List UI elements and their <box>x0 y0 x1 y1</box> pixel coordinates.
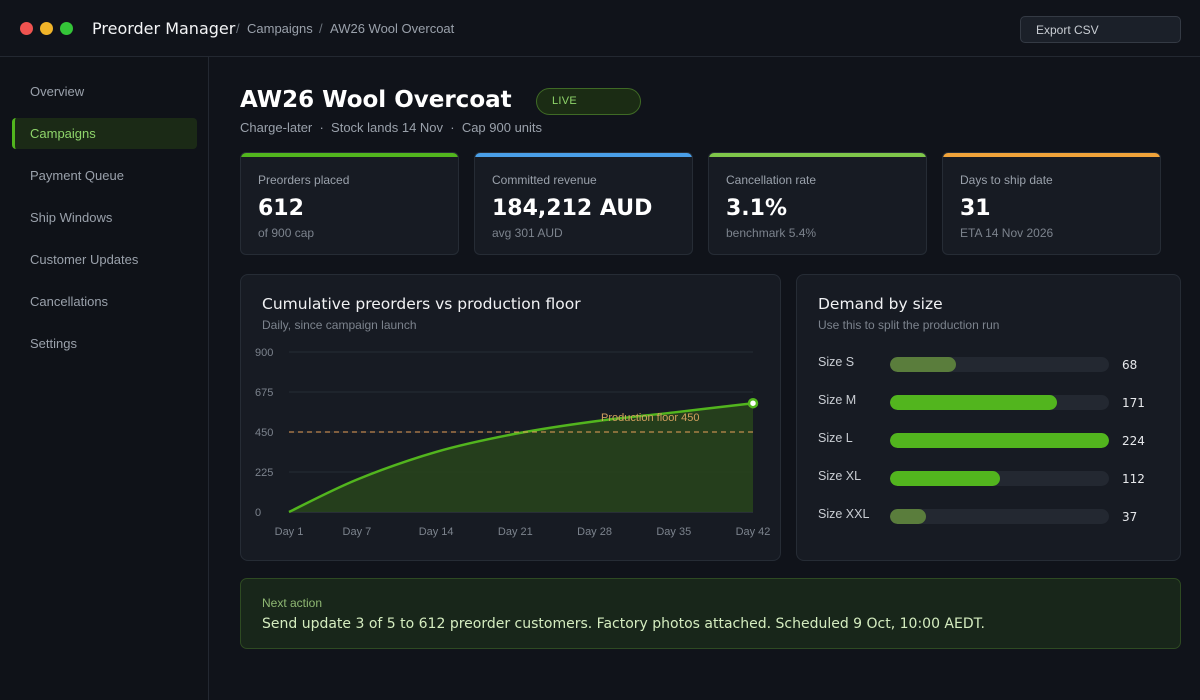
maximize-window-icon[interactable] <box>60 22 73 35</box>
size-bar-track <box>890 395 1109 410</box>
size-demand-panel: Demand by size Use this to split the pro… <box>796 274 1181 561</box>
y-tick-label: 900 <box>255 347 273 359</box>
size-bar <box>890 357 957 372</box>
chart-subtitle: Daily, since campaign launch <box>262 318 417 332</box>
minimize-window-icon[interactable] <box>40 22 53 35</box>
production-floor-label: Production floor 450 <box>601 412 699 424</box>
kpi-label: Preorders placed <box>258 173 350 187</box>
page-title: AW26 Wool Overcoat <box>240 87 512 113</box>
size-bar-track <box>890 509 1109 524</box>
status-badge: LIVE <box>536 88 641 115</box>
series-line <box>288 401 754 514</box>
size-label: Size S <box>818 355 855 369</box>
next-action-panel: Next action Send update 3 of 5 to 612 pr… <box>240 578 1181 649</box>
size-bar-value: 68 <box>1122 358 1138 372</box>
size-label: Size XXL <box>818 507 870 521</box>
size-bar-track <box>890 471 1109 486</box>
sidebar-item-cancellations[interactable]: Cancellations <box>30 294 109 309</box>
x-tick-label: Day 7 <box>343 526 372 538</box>
kpi-card-cancellation: Cancellation rate 3.1% benchmark 5.4% <box>708 152 927 255</box>
x-tick-label: Day 35 <box>656 526 691 538</box>
kpi-label: Cancellation rate <box>726 173 817 187</box>
y-tick-label: 450 <box>255 427 273 439</box>
size-bar <box>890 433 1109 448</box>
sidebar-item-payment-queue[interactable]: Payment Queue <box>30 168 124 183</box>
kpi-value: 184,212 AUD <box>492 196 653 221</box>
size-bar-value: 112 <box>1122 472 1145 486</box>
kpi-value: 31 <box>960 196 991 221</box>
sidebar-item-campaigns[interactable]: Campaigns <box>12 118 197 149</box>
kpi-label: Committed revenue <box>492 173 597 187</box>
kpi-accent-bar <box>475 153 692 157</box>
app-title: Preorder Manager <box>92 19 236 38</box>
top-bar: Preorder Manager / Campaigns / AW26 Wool… <box>0 0 1200 57</box>
sidebar-item-customer-updates[interactable]: Customer Updates <box>30 252 139 267</box>
size-bar-value: 224 <box>1122 434 1145 448</box>
kpi-sub: ETA 14 Nov 2026 <box>960 226 1054 240</box>
size-bar-value: 171 <box>1122 396 1145 410</box>
kpi-sub: of 900 cap <box>258 226 315 240</box>
x-tick-label: Day 28 <box>577 526 612 538</box>
x-tick-label: Day 42 <box>736 526 771 538</box>
size-bar <box>890 509 927 524</box>
next-action-label: Next action <box>262 596 323 610</box>
x-tick-label: Day 14 <box>419 526 454 538</box>
size-bar-track <box>890 433 1109 448</box>
y-tick-label: 0 <box>255 507 261 519</box>
kpi-sub: avg 301 AUD <box>492 226 563 240</box>
kpi-accent-bar <box>943 153 1160 157</box>
y-tick-label: 225 <box>255 467 273 479</box>
export-csv-button[interactable]: Export CSV <box>1020 16 1181 43</box>
size-bar-value: 37 <box>1122 510 1138 524</box>
kpi-label: Days to ship date <box>960 173 1053 187</box>
kpi-accent-bar <box>709 153 926 157</box>
size-panel-subtitle: Use this to split the production run <box>818 318 1000 332</box>
size-label: Size XL <box>818 469 862 483</box>
kpi-sub: benchmark 5.4% <box>726 226 817 240</box>
next-action-text: Send update 3 of 5 to 612 preorder custo… <box>262 616 985 632</box>
latest-value-marker <box>747 397 759 409</box>
kpi-card-ship-date: Days to ship date 31 ETA 14 Nov 2026 <box>942 152 1161 255</box>
breadcrumb-current: AW26 Wool Overcoat <box>330 21 455 36</box>
kpi-value: 612 <box>258 196 304 221</box>
size-panel-title: Demand by size <box>818 295 943 313</box>
sidebar: Overview Campaigns Payment Queue Ship Wi… <box>0 57 209 700</box>
size-label: Size L <box>818 431 853 445</box>
close-window-icon[interactable] <box>20 22 33 35</box>
x-tick-label: Day 1 <box>275 526 304 538</box>
campaign-subtitle: Charge-later · Stock lands 14 Nov · Cap … <box>240 120 543 135</box>
sidebar-item-settings[interactable]: Settings <box>30 336 77 351</box>
sidebar-item-ship-windows[interactable]: Ship Windows <box>30 210 113 225</box>
size-label: Size M <box>818 393 857 407</box>
breadcrumb-campaigns[interactable]: Campaigns <box>247 21 313 36</box>
kpi-card-revenue: Committed revenue 184,212 AUD avg 301 AU… <box>474 152 693 255</box>
sidebar-item-overview[interactable]: Overview <box>30 84 85 99</box>
cumulative-chart-panel: Cumulative preorders vs production floor… <box>240 274 781 561</box>
kpi-accent-bar <box>241 153 458 157</box>
series-area <box>289 403 753 512</box>
breadcrumb-separator: / <box>236 21 240 36</box>
chart-title: Cumulative preorders vs production floor <box>262 295 581 313</box>
size-bar <box>890 395 1058 410</box>
y-tick-label: 675 <box>255 387 273 399</box>
x-tick-label: Day 21 <box>498 526 533 538</box>
size-bar <box>890 471 1000 486</box>
size-bar-track <box>890 357 1109 372</box>
kpi-card-preorders: Preorders placed 612 of 900 cap <box>240 152 459 255</box>
cumulative-preorders-chart: 0 225 450 675 900 Day 1 Day 7 Day 14 Day 21 Day 2… <box>255 347 771 538</box>
kpi-value: 3.1% <box>726 196 788 221</box>
breadcrumb-separator: / <box>319 21 323 36</box>
